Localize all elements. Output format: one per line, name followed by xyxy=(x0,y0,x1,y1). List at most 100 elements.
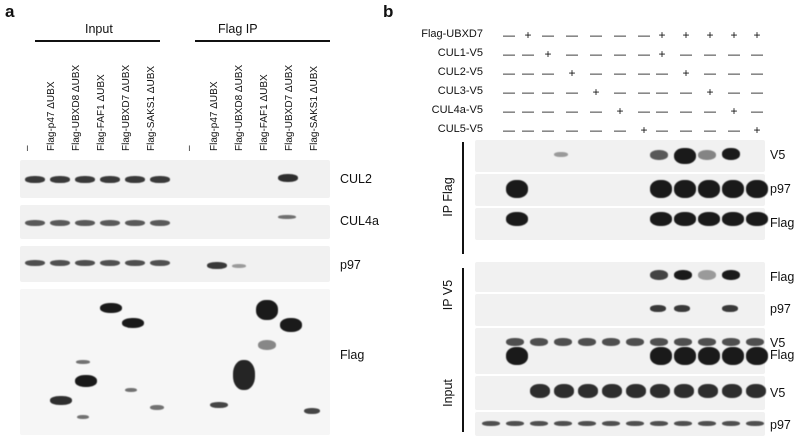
lane-label-a-9: Flag-FAF1 ΔUBX xyxy=(259,74,270,151)
sign-cell: — xyxy=(656,123,668,137)
sign-cell: — xyxy=(503,104,515,118)
blot-band xyxy=(554,384,574,398)
blot-band xyxy=(75,220,95,226)
sign-cell: — xyxy=(656,104,668,118)
sign-cell: — xyxy=(614,123,626,137)
blot-b-label-3: Flag xyxy=(770,270,795,284)
blot-b-p97-ipv5 xyxy=(475,294,765,326)
blot-band xyxy=(674,270,692,280)
panel-a-letter: a xyxy=(5,2,15,21)
sign-cell: — xyxy=(503,123,515,137)
blot-band xyxy=(506,421,524,426)
sign-cell: + xyxy=(730,28,738,42)
sign-cell: — xyxy=(728,123,740,137)
lane-label-a-11: Flag-SAKS1 ΔUBX xyxy=(309,65,320,151)
blot-band xyxy=(626,384,646,398)
blot-band xyxy=(50,260,70,266)
sign-cell: — xyxy=(751,66,763,80)
sign-cell: — xyxy=(566,85,578,99)
sign-cell: — xyxy=(542,66,554,80)
sign-cell: — xyxy=(542,28,554,42)
blot-band xyxy=(150,260,170,266)
blot-cul4a xyxy=(20,205,330,239)
blot-b-label-4: p97 xyxy=(770,302,791,316)
sign-cell: — xyxy=(728,47,740,61)
blot-band xyxy=(674,384,694,398)
sign-cell: — xyxy=(590,123,602,137)
blot-band xyxy=(122,318,144,328)
blot-band xyxy=(674,305,690,312)
blot-band xyxy=(722,180,744,198)
blot-band xyxy=(554,152,568,157)
blot-band xyxy=(578,338,596,346)
blot-band xyxy=(506,338,524,346)
blot-band xyxy=(77,415,89,419)
blot-band xyxy=(530,338,548,346)
blot-band xyxy=(50,396,72,405)
input-bar xyxy=(462,342,464,432)
blot-band xyxy=(150,176,170,183)
sign-cell: + xyxy=(730,104,738,118)
blot-band xyxy=(602,384,622,398)
blot-band xyxy=(722,347,744,365)
lane-label-a-2: Flag-UBXD8 ΔUBX xyxy=(71,64,82,151)
blot-b-label-8: p97 xyxy=(770,418,791,432)
blot-b-label-6: Flag xyxy=(770,348,795,362)
lane-label-a-8: Flag-UBXD8 ΔUBX xyxy=(234,64,245,151)
sign-cell: + xyxy=(753,28,761,42)
blot-band xyxy=(75,375,97,387)
blot-label-flag-a: Flag xyxy=(340,348,365,362)
blot-band xyxy=(506,347,528,365)
sign-cell: — xyxy=(638,85,650,99)
blot-flag-a xyxy=(20,289,330,435)
sign-cell: — xyxy=(751,47,763,61)
blot-band xyxy=(75,260,95,266)
blot-band xyxy=(150,220,170,226)
blot-band xyxy=(100,303,122,313)
blot-label-cul2: CUL2 xyxy=(340,172,372,186)
sign-cell: + xyxy=(544,47,552,61)
sign-cell: — xyxy=(542,123,554,137)
blot-band xyxy=(698,347,720,365)
blot-b-label-1: p97 xyxy=(770,182,791,196)
section-label-ip-v5: IP V5 xyxy=(441,279,455,311)
blot-p97-a xyxy=(20,246,330,282)
blot-band xyxy=(50,220,70,226)
blot-band xyxy=(304,408,320,414)
blot-band xyxy=(233,360,255,390)
sign-cell: — xyxy=(680,123,692,137)
blot-band xyxy=(674,347,696,365)
sign-cell: + xyxy=(592,85,600,99)
sign-cell: — xyxy=(614,47,626,61)
blot-band xyxy=(278,174,298,182)
lane-label-a-10: Flag-UBXD7 ΔUBX xyxy=(284,64,295,151)
sign-cell: — xyxy=(704,66,716,80)
row-label-0: Flag-UBXD7 xyxy=(421,28,483,40)
blot-band xyxy=(626,421,644,426)
blot-band xyxy=(125,388,137,392)
sign-cell: — xyxy=(751,104,763,118)
sign-cell: — xyxy=(704,123,716,137)
blot-band xyxy=(207,262,227,269)
blot-band xyxy=(650,270,668,280)
sign-cell: + xyxy=(524,28,532,42)
blot-b-v5-ipflag xyxy=(475,140,765,172)
sign-cell: — xyxy=(522,66,534,80)
blot-band xyxy=(125,176,145,183)
sign-cell: — xyxy=(614,85,626,99)
sign-cell: — xyxy=(656,66,668,80)
blot-band xyxy=(278,215,296,219)
row-label-5: CUL5-V5 xyxy=(437,123,483,135)
sign-cell: — xyxy=(503,85,515,99)
blot-band xyxy=(650,338,668,346)
blot-band xyxy=(25,220,45,226)
blot-band xyxy=(530,384,550,398)
row-label-4: CUL4a-V5 xyxy=(431,104,483,116)
blot-band xyxy=(722,305,738,312)
blot-band xyxy=(256,300,278,320)
sign-cell: — xyxy=(638,28,650,42)
sign-cell: — xyxy=(503,66,515,80)
blot-band xyxy=(650,384,670,398)
lane-label-a-5: Flag-SAKS1 ΔUBX xyxy=(146,65,157,151)
sign-cell: + xyxy=(753,123,761,137)
